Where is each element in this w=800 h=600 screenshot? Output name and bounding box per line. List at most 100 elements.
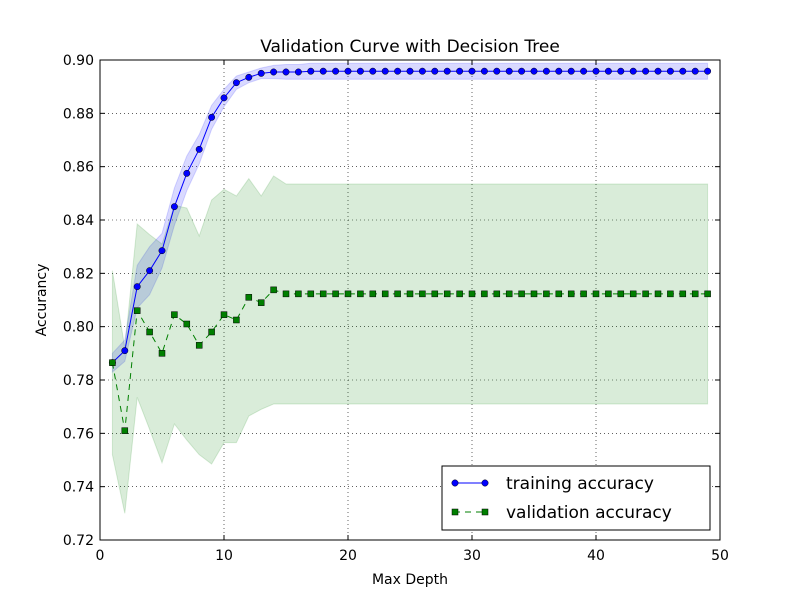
validation-accuracy-point (654, 290, 662, 298)
legend-box (441, 465, 711, 531)
validation-accuracy-point (220, 311, 228, 318)
training-accuracy-point (319, 67, 327, 75)
y-tick-label: 0.78 (63, 373, 94, 389)
chart-title: Validation Curve with Decision Tree (260, 37, 560, 57)
training-accuracy-point (344, 67, 352, 75)
validation-accuracy-point (456, 290, 463, 298)
training-accuracy-point (232, 79, 240, 87)
training-accuracy-point (394, 67, 402, 75)
y-tick-label: 0.82 (63, 266, 94, 282)
validation-accuracy-point (443, 290, 451, 298)
training-accuracy-point (183, 169, 191, 177)
validation-accuracy-point (567, 290, 575, 298)
validation-accuracy-point (691, 290, 699, 298)
legend: training accuracy validation accuracy (441, 465, 711, 531)
validation-accuracy-point (208, 328, 215, 336)
training-accuracy-point (332, 67, 340, 75)
validation-accuracy-point (530, 290, 538, 298)
legend-training-accuracy-marker (481, 479, 489, 487)
y-tick-label: 0.90 (63, 53, 94, 69)
y-tick-label: 0.86 (63, 160, 94, 176)
y-tick-label: 0.72 (63, 533, 94, 549)
training-accuracy-point (592, 67, 600, 75)
training-accuracy-point (456, 67, 464, 75)
axis-ticks: 0 10 20 30 40 50 0.72 0.74 0.76 0.78 0.80 0.82 0.84 0… (63, 53, 729, 564)
training-accuracy-band (111, 62, 709, 374)
validation-accuracy-point (493, 290, 501, 298)
x-tick-label: 40 (587, 548, 605, 564)
training-accuracy-point (356, 67, 364, 75)
training-accuracy-point (195, 145, 203, 153)
training-accuracy-point (642, 67, 650, 75)
training-accuracy-point (282, 68, 290, 76)
y-tick-label: 0.88 (63, 106, 94, 122)
validation-accuracy-point (233, 316, 240, 324)
training-accuracy-point (617, 67, 625, 75)
training-accuracy-point (443, 67, 451, 75)
training-accuracy-point (518, 67, 526, 75)
validation-accuracy-point (543, 290, 550, 298)
training-accuracy-point (307, 67, 315, 75)
validation-accuracy-point (592, 290, 600, 298)
validation-accuracy-point (629, 290, 637, 298)
validation-accuracy-point (319, 290, 327, 298)
y-tick-label: 0.74 (63, 480, 94, 496)
validation-accuracy-point (344, 290, 352, 298)
x-tick-label: 0 (96, 548, 105, 564)
validation-accuracy-point (431, 290, 439, 298)
training-accuracy-point (418, 67, 426, 75)
validation-accuracy-point (704, 290, 711, 298)
x-tick-label: 30 (463, 548, 481, 564)
training-accuracy-point (431, 67, 439, 75)
validation-accuracy-point (468, 290, 476, 298)
validation-accuracy-point (121, 427, 129, 434)
validation-accuracy-point (270, 286, 277, 294)
legend-training-accuracy-marker (451, 479, 459, 487)
training-accuracy-point (691, 67, 699, 75)
validation-accuracy-point (667, 290, 674, 298)
training-accuracy-point (493, 67, 501, 75)
training-accuracy-point (468, 67, 476, 75)
training-accuracy-point (381, 67, 389, 75)
training-accuracy-point (704, 67, 712, 75)
x-tick-label: 20 (339, 548, 357, 564)
training-accuracy-point (170, 203, 178, 211)
training-accuracy-point (629, 67, 637, 75)
validation-accuracy-point (481, 290, 488, 298)
training-accuracy-point (294, 68, 302, 76)
validation-accuracy-point (332, 290, 339, 298)
validation-accuracy-point (679, 290, 687, 298)
validation-accuracy-point (406, 290, 414, 298)
x-axis-label: Max Depth (372, 572, 448, 588)
y-tick-label: 0.84 (63, 213, 94, 229)
validation-accuracy-point (282, 290, 290, 298)
y-tick-label: 0.80 (63, 320, 94, 336)
validation-accuracy-point (183, 320, 191, 328)
training-accuracy-point (146, 267, 154, 275)
validation-accuracy-point (381, 290, 389, 298)
validation-accuracy-point (257, 299, 265, 306)
legend-training-accuracy-label: training accuracy (506, 474, 654, 494)
training-accuracy-point (604, 67, 612, 75)
training-accuracy-point (270, 68, 278, 76)
training-accuracy-point (158, 247, 166, 255)
training-accuracy-point (654, 67, 662, 75)
validation-accuracy-point (109, 359, 116, 366)
training-accuracy-point (555, 67, 563, 75)
x-tick-label: 50 (711, 548, 729, 564)
validation-accuracy-point (133, 307, 141, 314)
validation-accuracy-point (245, 294, 253, 301)
validation-accuracy-band (111, 175, 709, 514)
validation-accuracy-point (505, 290, 513, 298)
validation-accuracy-point (642, 290, 649, 298)
validation-accuracy-point (580, 290, 587, 298)
validation-accuracy-point (195, 342, 203, 349)
validation-accuracy-point (171, 311, 178, 318)
training-accuracy-point (679, 67, 687, 75)
training-accuracy-point (580, 67, 588, 75)
validation-accuracy-point (295, 290, 302, 298)
legend-validation-accuracy-marker (451, 508, 459, 516)
training-accuracy-point (542, 67, 550, 75)
training-accuracy-point (530, 67, 538, 75)
